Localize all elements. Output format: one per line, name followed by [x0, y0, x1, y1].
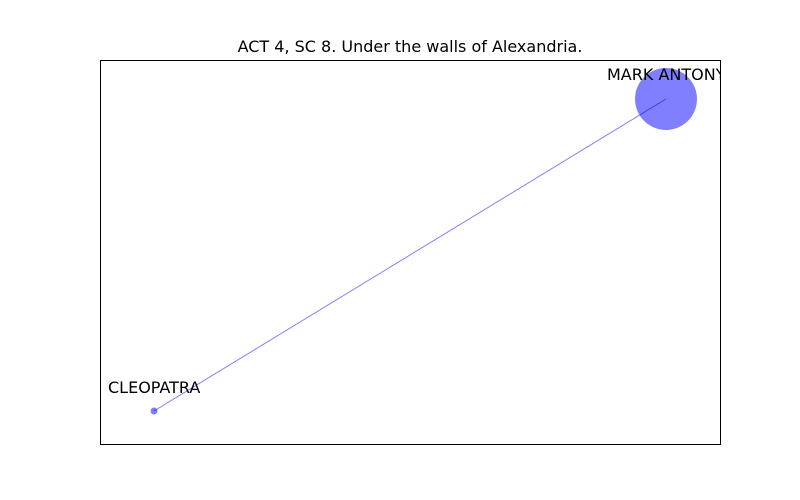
node-cleopatra[interactable] — [150, 407, 158, 415]
plot-area: MARK ANTONY CLEOPATRA — [108, 65, 726, 415]
node-label-mark-antony: MARK ANTONY — [607, 65, 726, 84]
edge-mark-antony-cleopatra — [153, 98, 667, 412]
plot-frame — [100, 60, 721, 445]
node-label-cleopatra: CLEOPATRA — [108, 378, 200, 397]
node-mark-antony[interactable] — [635, 68, 697, 130]
figure-title: ACT 4, SC 8. Under the walls of Alexandr… — [238, 37, 583, 56]
